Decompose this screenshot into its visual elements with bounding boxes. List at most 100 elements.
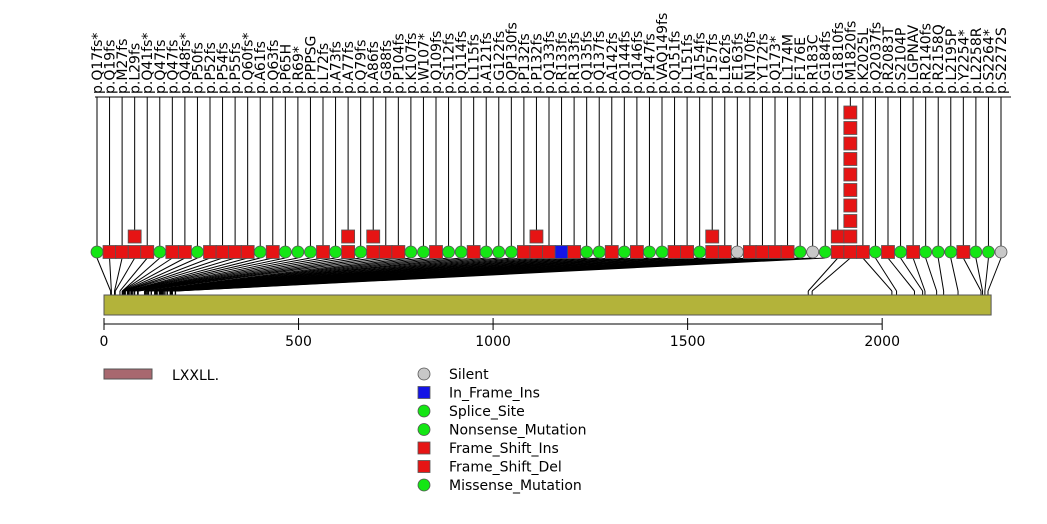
mutation-label: p.Q41fs* [140, 33, 156, 94]
mutation-label: p.S112fs [442, 33, 458, 94]
mutation-label: p.R133fs [555, 32, 571, 94]
mutation-label: p.Q79fs [354, 40, 370, 94]
mutation-label: p.P55fs [228, 42, 244, 94]
mutation-label: p.Q17fs* [90, 33, 106, 94]
mutation-connector [129, 257, 286, 292]
mutation-mark-missense-mutation [643, 245, 656, 259]
legend-swatch [417, 460, 431, 473]
mutation-mark-missense-mutation [580, 245, 594, 259]
mutation-mark-frame-shift-del [140, 245, 155, 259]
mutation-mark-frame-shift-del [755, 245, 770, 259]
x-axis: 0 500 1000 1500 2000 [100, 318, 900, 350]
legend-label: Silent [449, 367, 489, 383]
protein-track [103, 294, 992, 316]
mutation-connector [121, 257, 161, 292]
mutation-mark-frame-shift-del [956, 245, 971, 259]
mutation-connector [875, 257, 897, 292]
mutation-mark-missense-mutation [931, 245, 945, 259]
mutation-label: p.P65H [278, 44, 294, 94]
mutation-connector [811, 257, 851, 292]
legend-label: Frame_Shift_Ins [449, 441, 559, 457]
mutation-mark-missense-mutation [982, 245, 995, 259]
protein-domain-0 [103, 294, 992, 316]
mutation-stems [95, 96, 1011, 315]
mutation-mark-frame-shift-del [855, 245, 870, 259]
mutation-connector [937, 257, 945, 292]
mutation-mark-frame-shift-del [215, 245, 230, 259]
mutation-label: p.A61fs [253, 41, 269, 94]
mutation-connector [119, 257, 148, 292]
mutation-mark-missense-mutation [442, 245, 455, 259]
mutation-label: p.L72fs [316, 43, 332, 94]
mutation-mark-missense-mutation [869, 245, 882, 259]
mutation-label: p.Q135fs [580, 31, 596, 94]
mutation-mark-frame-shift-ins [843, 152, 858, 166]
mutation-mark-frame-shift-ins [843, 229, 858, 244]
mutation-label: p.N170fs [743, 31, 759, 94]
mutation-mark-frame-shift-del [240, 245, 255, 259]
mutation-mark-missense-mutation [592, 245, 606, 259]
mutation-label: p.Q146fs [630, 31, 646, 94]
x-tick-label: 0 [100, 334, 109, 350]
mutation-mark-frame-shift-ins [843, 136, 858, 151]
mutation-label: p.P132fs [529, 33, 545, 94]
mutation-label: p.P157fs [705, 33, 721, 94]
mutation-label: p.Q63fs [266, 40, 282, 94]
mutation-label: p.Q19fs [103, 40, 119, 94]
mutation-label: p.Q2037fs [868, 22, 884, 94]
mutation-mark-frame-shift-del [316, 245, 330, 259]
legend-label: Missense_Mutation [449, 478, 582, 494]
mutation-label: p.R2140fs [919, 23, 935, 94]
mutation-mark-frame-shift-del [881, 245, 895, 259]
mutation-mark-missense-mutation [329, 245, 342, 259]
mutation-mark-frame-shift-del [768, 245, 782, 259]
mutation-mark-missense-mutation [655, 245, 669, 259]
x-tick-label: 1500 [670, 334, 706, 350]
mutation-label: p.Q173* [768, 36, 784, 94]
mutation-connector [925, 257, 938, 292]
mutation-label: p.QP130fs [504, 22, 520, 94]
mutation-label: p.W107* [416, 33, 432, 94]
mutation-label: p.S2272S [994, 27, 1010, 94]
mutation-label: p.S2264* [981, 29, 997, 94]
mutation-label: p.K107fs [404, 33, 420, 94]
mutation-label: p.Q144fs [617, 31, 633, 94]
legend-label: In_Frame_Ins [449, 386, 540, 402]
mutation-mark-frame-shift-del [629, 245, 644, 259]
mutation-label: p.S2104P [894, 28, 910, 94]
mutation-label: p.A142fs [605, 32, 621, 94]
mutation-connector [950, 257, 959, 292]
mutation-mark-frame-shift-ins [843, 198, 858, 213]
mutation-mark-missense-mutation [818, 245, 832, 259]
mutation-label: p.PPPSG [303, 36, 319, 94]
mutation-label: p.P50fs [190, 42, 206, 94]
mutation-label: p.Q60fs* [241, 33, 257, 94]
mutation-label: p.L151fs [680, 34, 696, 94]
legend-swatch [417, 404, 431, 418]
mutation-mark-frame-shift-ins [843, 121, 858, 135]
mutation-mark-missense-mutation [153, 245, 167, 259]
mutation-connector [124, 257, 223, 292]
mutation-mark-missense-mutation [304, 245, 317, 259]
mutation-connector [912, 257, 926, 292]
mutation-mark-frame-shift-del [203, 245, 217, 259]
mutation-connector [125, 257, 236, 292]
mutation-connector [132, 257, 336, 292]
mutation-mark-missense-mutation [617, 245, 631, 259]
mutation-label: p.R2158Q [931, 24, 947, 94]
mutation-labels: p.Q17fs*p.Q19fsp.M27fsp.L29fsp.Q41fs*p.Q… [90, 13, 1010, 94]
mutation-label: p.Y2254* [956, 29, 972, 94]
mutation-label: p.L174M [781, 34, 797, 94]
legend-swatch [417, 386, 431, 399]
mutation-mark-frame-shift-ins [843, 214, 858, 228]
mutation-label: p.Q48fs* [178, 33, 194, 94]
mutation-label: p.Q137fs [592, 31, 608, 94]
mutation-label: p.P104fs [391, 33, 407, 94]
legend: LXXLL. Silent In_Frame_Ins Splice_Site Nonse… [103, 367, 586, 494]
mutation-connector [887, 257, 915, 292]
mutation-label: p.F176E [793, 37, 809, 94]
mutation-connector [127, 257, 261, 292]
legend-label: Nonsense_Mutation [449, 423, 586, 439]
mutation-mark-splice-site [454, 245, 468, 259]
